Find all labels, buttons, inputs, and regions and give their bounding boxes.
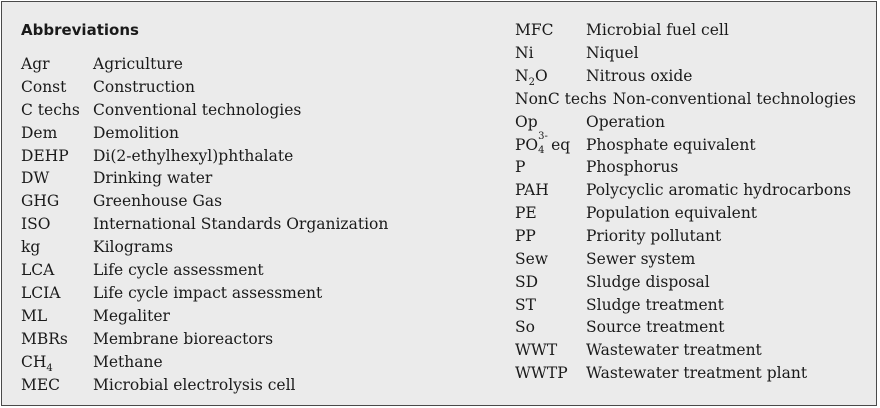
abbr-definition: Di(2-ethylhexyl)phthalate <box>93 147 294 165</box>
abbr-term: PP <box>515 227 536 245</box>
abbr-definition: Kilograms <box>93 238 174 256</box>
abbr-definition: Niquel <box>586 44 639 62</box>
abbr-definition: Phosphate equivalent <box>586 136 756 154</box>
abbr-term: LCIA <box>21 284 61 302</box>
abbr-term: NonC techs <box>515 90 607 108</box>
abbr-definition: Microbial fuel cell <box>586 21 729 39</box>
abbr-term: SD <box>515 273 539 291</box>
abbr-term-main: CH <box>21 353 47 371</box>
abbr-definition: Megaliter <box>93 307 170 325</box>
abbr-term: ST <box>515 296 536 314</box>
abbr-term: ISO <box>21 215 51 233</box>
abbr-definition: Life cycle assessment <box>93 261 264 279</box>
abbr-term: WWT <box>515 341 558 359</box>
abbr-term: MFC <box>515 21 554 39</box>
abbr-definition: Sludge disposal <box>586 273 710 291</box>
abbr-definition: Drinking water <box>93 169 213 187</box>
abbr-term: Agr <box>21 55 50 73</box>
abbr-definition: Phosphorus <box>586 158 679 176</box>
abbr-definition: Agriculture <box>93 55 183 73</box>
abbr-definition: Source treatment <box>586 318 725 336</box>
abbr-term: P <box>515 158 526 176</box>
abbr-definition: Operation <box>586 113 665 131</box>
abbr-definition: Demolition <box>93 124 180 142</box>
abbr-term: DW <box>21 169 50 187</box>
abbr-term: N2O <box>515 65 548 88</box>
abbr-term-main: N <box>515 67 529 85</box>
abbr-definition: Methane <box>93 353 163 371</box>
abbr-row: NonC techs Non-conventional technologies <box>515 88 856 111</box>
abbr-definition: International Standards Organization <box>93 215 389 233</box>
abbr-definition: Sludge treatment <box>586 296 724 314</box>
abbr-definition: Priority pollutant <box>586 227 722 245</box>
abbr-term: CH4 <box>21 351 53 374</box>
abbr-term: Ni <box>515 44 534 62</box>
abbr-definition: Conventional technologies <box>93 101 302 119</box>
abbr-term: PE <box>515 204 537 222</box>
abbr-term: MEC <box>21 376 61 394</box>
abbr-term: Op <box>515 113 538 131</box>
abbr-definition: Non-conventional technologies <box>612 90 857 108</box>
abbr-definition: Polycyclic aromatic hydrocarbons <box>586 181 852 199</box>
abbr-definition: Membrane bioreactors <box>93 330 274 348</box>
abbr-term: C techs <box>21 101 80 119</box>
abbr-term: MBRs <box>21 330 68 348</box>
abbr-term-tail: eq <box>546 136 571 154</box>
abbr-definition: Construction <box>93 78 195 96</box>
abbr-term: kg <box>21 238 41 256</box>
abbr-definition: Wastewater treatment <box>586 341 762 359</box>
abbr-term: DEHP <box>21 147 69 165</box>
abbr-term: ML <box>21 307 48 325</box>
abbr-term: GHG <box>21 192 60 210</box>
abbr-term-subscript: 4 <box>46 363 53 375</box>
abbr-term-scripts: 3- 4 <box>538 131 548 156</box>
abbr-term: PO 3- 4 eq <box>515 131 571 157</box>
abbr-term: LCA <box>21 261 55 279</box>
abbr-definition: Microbial electrolysis cell <box>93 376 296 394</box>
abbr-definition: Population equivalent <box>586 204 758 222</box>
abbr-definition: Nitrous oxide <box>586 67 693 85</box>
abbr-definition: Wastewater treatment plant <box>586 364 808 382</box>
abbr-term: WWTP <box>515 364 568 382</box>
abbr-definition: Greenhouse Gas <box>93 192 223 210</box>
abbr-term: Dem <box>21 124 58 142</box>
abbr-term-main: PO <box>515 136 539 154</box>
abbr-definition: Sewer system <box>586 250 696 268</box>
abbr-term: Const <box>21 78 67 96</box>
abbreviations-heading: Abbreviations <box>21 21 139 39</box>
abbr-term-tail: O <box>534 67 548 85</box>
abbr-term: So <box>515 318 535 336</box>
abbr-term: Sew <box>515 250 549 268</box>
abbr-term-subscript: 2 <box>528 77 535 89</box>
abbr-definition: Life cycle impact assessment <box>93 284 323 302</box>
abbr-term: PAH <box>515 181 549 199</box>
